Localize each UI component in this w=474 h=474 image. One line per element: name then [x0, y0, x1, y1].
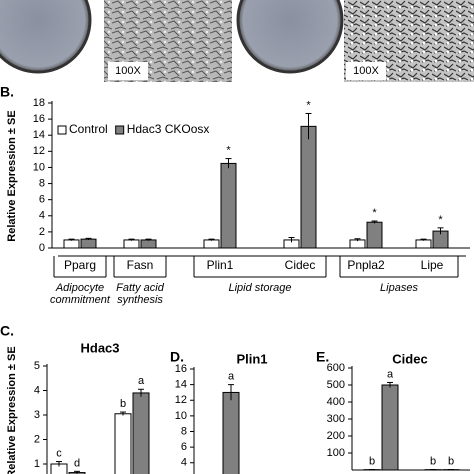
significance-label: a: [387, 368, 394, 380]
bar: [366, 221, 383, 249]
y-tick-label: 12: [175, 394, 187, 406]
legend-swatch: [57, 125, 67, 135]
scale-box: [108, 62, 148, 80]
y-tick-label: 600: [327, 362, 345, 374]
significance-label: *: [226, 144, 231, 156]
y-tick-label: 400: [327, 396, 345, 408]
magnification: 100X: [353, 65, 379, 77]
y-axis-label: Relative Expression ± SE: [6, 110, 18, 241]
bar: [220, 162, 237, 249]
y-tick-label: 16: [33, 113, 45, 125]
y-tick-label: 10: [175, 410, 187, 422]
y-tick-label: 6: [39, 194, 45, 206]
y-tick-label: 4: [181, 457, 187, 469]
y-tick-label: 18: [33, 97, 45, 109]
dish-photo: [0, 0, 92, 74]
significance-label: c: [56, 447, 62, 459]
x-tick-label: Lipe: [421, 258, 444, 272]
group-label: Adipocyte: [55, 282, 104, 294]
significance-label: a: [138, 375, 145, 387]
panel-label: B.: [0, 84, 14, 100]
y-tick-label: 100: [327, 447, 345, 459]
significance-label: b: [120, 398, 126, 410]
y-tick-label: 12: [33, 145, 45, 157]
bar: [132, 392, 150, 474]
chart-title: Cidec: [392, 351, 427, 366]
x-tick-label: Pnpla2: [347, 258, 385, 272]
y-tick-label: 5: [34, 360, 40, 372]
dish-photo: [236, 0, 344, 74]
chart-title: Hdac3: [80, 340, 119, 355]
significance-label: d: [74, 457, 80, 469]
group-label: Lipases: [380, 282, 418, 294]
y-tick-label: 4: [39, 210, 45, 222]
y-axis-label: Relative Expression ± SE: [6, 346, 18, 474]
y-tick-label: 2: [34, 433, 40, 445]
y-tick-label: 8: [181, 425, 187, 437]
y-tick-label: 14: [33, 129, 45, 141]
x-tick-label: Pparg: [64, 258, 96, 272]
y-tick-label: 300: [327, 413, 345, 425]
y-tick-label: 2: [39, 226, 45, 238]
y-tick-label: 16: [175, 363, 187, 375]
bar: [222, 391, 240, 474]
y-tick-label: 500: [327, 379, 345, 391]
magnification: 100X: [115, 65, 141, 77]
chart-title: Plin1: [236, 351, 267, 366]
significance-label: *: [306, 99, 311, 111]
significance-label: b: [369, 455, 375, 467]
bar: [63, 239, 80, 249]
group-label: synthesis: [117, 294, 163, 306]
bar: [140, 239, 157, 249]
legend-swatch: [115, 125, 125, 135]
x-tick-label: Fasn: [127, 258, 154, 272]
panel-label: E.: [316, 349, 329, 365]
significance-label: *: [372, 207, 377, 219]
significance-label: a: [228, 371, 235, 383]
bar: [123, 239, 140, 249]
significance-label: *: [438, 214, 443, 226]
bar: [381, 384, 399, 471]
legend-label: Hdac3 CKOosx: [127, 122, 210, 136]
y-tick-label: 1: [34, 458, 40, 470]
photos: 100X 100X: [0, 0, 474, 82]
scale-box: [346, 62, 386, 80]
bar: [415, 239, 432, 249]
y-tick-label: 14: [175, 379, 187, 391]
y-tick-label: 10: [33, 161, 45, 173]
legend-label: Control: [69, 122, 108, 136]
panel-label: D.: [170, 349, 184, 365]
bar: [114, 413, 132, 474]
y-tick-label: 6: [181, 441, 187, 453]
y-tick-label: 200: [327, 430, 345, 442]
y-tick-label: 0: [39, 242, 45, 254]
bar: [203, 239, 220, 249]
panel-label: C.: [0, 323, 14, 339]
y-tick-label: 4: [34, 384, 40, 396]
group-label: Fatty acid: [116, 282, 165, 294]
y-tick-label: 3: [34, 409, 40, 421]
x-tick-label: Plin1: [207, 258, 234, 272]
group-label: commitment: [50, 294, 111, 306]
bar: [80, 238, 97, 249]
x-tick-label: Cidec: [285, 258, 316, 272]
group-label: Lipid storage: [229, 282, 292, 294]
bar: [300, 125, 317, 249]
significance-label: b: [448, 455, 454, 467]
y-tick-label: 8: [39, 177, 45, 189]
significance-label: b: [430, 455, 436, 467]
